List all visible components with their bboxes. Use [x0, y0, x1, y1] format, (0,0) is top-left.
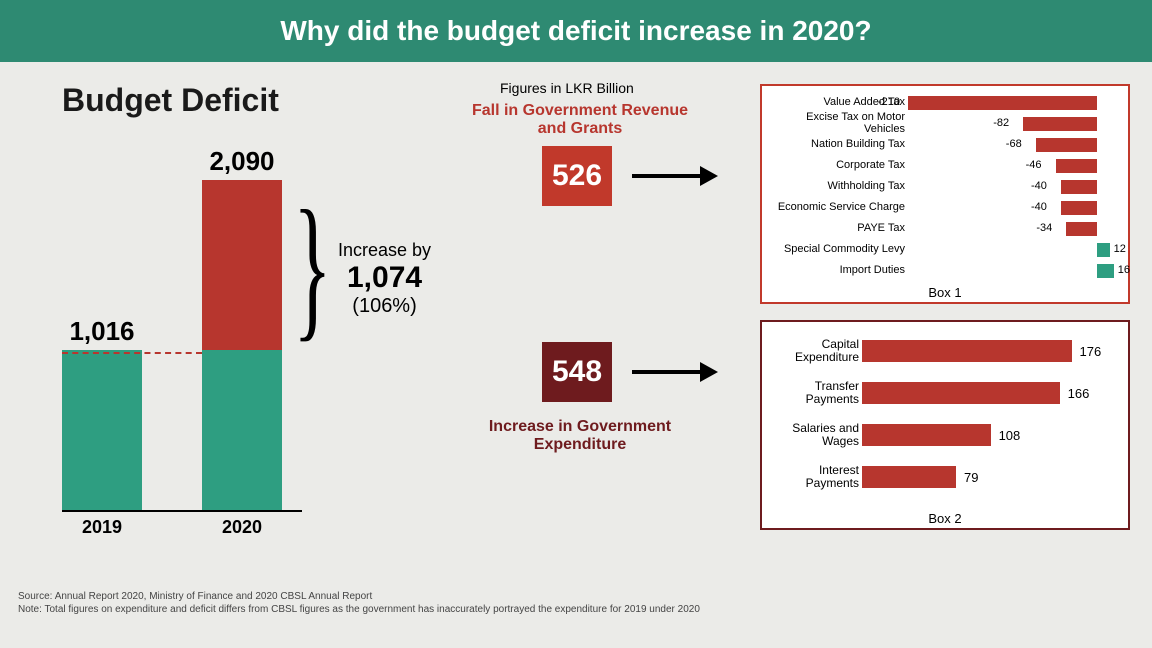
breakdown-row: Nation Building Tax -68	[768, 136, 1134, 154]
breakdown-bar	[1036, 138, 1097, 152]
expenditure-callout-value: 548	[542, 342, 612, 402]
breakdown-label: Interest Payments	[772, 464, 862, 489]
increase-annotation: Increase by 1,074 (106%)	[338, 240, 431, 318]
breakdown-bar	[1056, 159, 1097, 173]
bar-total-value: 1,016	[62, 316, 142, 347]
breakdown-value: -34	[1036, 222, 1052, 234]
figures-note: Figures in LKR Billion	[500, 80, 634, 96]
title-bar: Why did the budget deficit increase in 2…	[0, 0, 1152, 62]
breakdown-row: Withholding Tax -40	[768, 178, 1134, 196]
breakdown-bar	[862, 340, 1072, 362]
breakdown-value: 16	[1118, 264, 1130, 276]
breakdown-track: -68	[908, 138, 1118, 152]
breakdown-bar	[862, 466, 956, 488]
box1-label: Box 1	[762, 285, 1128, 300]
breakdown-value: 166	[1068, 386, 1090, 401]
breakdown-label: Salaries and Wages	[772, 422, 862, 447]
increase-line2: 1,074	[338, 261, 431, 295]
breakdown-bar	[862, 382, 1060, 404]
breakdown-label: Special Commodity Levy	[768, 244, 908, 256]
bar-segment	[202, 180, 282, 350]
breakdown-track: 79	[862, 466, 1112, 488]
breakdown-track: 176	[862, 340, 1112, 362]
breakdown-value: 79	[964, 470, 978, 485]
breakdown-row: Excise Tax on Motor Vehicles -82	[768, 115, 1134, 133]
breakdown-value: -82	[993, 117, 1009, 129]
breakdown-label: Nation Building Tax	[768, 139, 908, 151]
breakdown-track: 166	[862, 382, 1112, 404]
breakdown-track: -40	[908, 180, 1118, 194]
expenditure-breakdown-box: Box 2 Capital Expenditure 176 Transfer Pay…	[760, 320, 1130, 530]
breakdown-row: Corporate Tax -46	[768, 157, 1134, 175]
footer-notes: Source: Annual Report 2020, Ministry of …	[18, 590, 700, 616]
reference-line	[62, 352, 202, 354]
breakdown-bar	[1097, 243, 1110, 257]
breakdown-value: -68	[1006, 138, 1022, 150]
breakdown-bar	[908, 96, 1097, 110]
breakdown-row: Capital Expenditure 176	[772, 336, 1138, 366]
expenditure-callout-title: Increase in Government Expenditure	[450, 418, 710, 454]
bar-year-label: 2019	[62, 517, 142, 538]
breakdown-value: -40	[1031, 201, 1047, 213]
breakdown-value: 108	[999, 428, 1021, 443]
arrow-icon	[628, 158, 718, 194]
breakdown-value: -40	[1031, 180, 1047, 192]
page-title: Why did the budget deficit increase in 2…	[280, 15, 871, 47]
breakdown-track: 108	[862, 424, 1112, 446]
breakdown-bar	[862, 424, 991, 446]
bar-year-label: 2020	[202, 517, 282, 538]
breakdown-track: 16	[908, 264, 1118, 278]
bar-total-value: 2,090	[202, 146, 282, 177]
breakdown-label: Capital Expenditure	[772, 338, 862, 363]
breakdown-track: -210	[908, 96, 1118, 110]
breakdown-label: Excise Tax on Motor Vehicles	[768, 112, 908, 135]
deficit-bar: 2,0902020	[202, 180, 282, 510]
breakdown-bar	[1023, 117, 1097, 131]
bar-segment	[202, 350, 282, 510]
revenue-callout-value: 526	[542, 146, 612, 206]
breakdown-row: Import Duties16	[768, 262, 1134, 280]
increase-line1: Increase by	[338, 240, 431, 261]
breakdown-row: Economic Service Charge -40	[768, 199, 1134, 217]
brace-glyph: }	[293, 194, 331, 338]
breakdown-track: -46	[908, 159, 1118, 173]
breakdown-value: -46	[1026, 159, 1042, 171]
breakdown-row: Interest Payments 79	[772, 462, 1138, 492]
breakdown-row: Special Commodity Levy12	[768, 241, 1134, 259]
breakdown-bar	[1061, 201, 1097, 215]
breakdown-value: 176	[1080, 344, 1102, 359]
breakdown-label: Economic Service Charge	[768, 202, 908, 214]
revenue-breakdown-box: Box 1 Value Added Tax-210Excise Tax on M…	[760, 84, 1130, 304]
chart-baseline	[62, 510, 302, 512]
content-area: Budget Deficit 1,01620192,0902020 } Incr…	[0, 62, 1152, 622]
breakdown-bar	[1066, 222, 1097, 236]
breakdown-row: PAYE Tax -34	[768, 220, 1134, 238]
breakdown-track: -34	[908, 222, 1118, 236]
breakdown-track: -82	[908, 117, 1118, 131]
box2-label: Box 2	[762, 511, 1128, 526]
breakdown-row: Salaries and Wages 108	[772, 420, 1138, 450]
deficit-bar: 1,0162019	[62, 350, 142, 510]
breakdown-row: Value Added Tax-210	[768, 94, 1134, 112]
arrow-icon	[628, 354, 718, 390]
breakdown-value: -210	[878, 96, 900, 108]
breakdown-label: PAYE Tax	[768, 223, 908, 235]
breakdown-label: Corporate Tax	[768, 160, 908, 172]
bar-segment	[62, 350, 142, 510]
breakdown-bar	[1097, 264, 1114, 278]
budget-deficit-chart: 1,01620192,0902020	[62, 132, 302, 542]
breakdown-label: Withholding Tax	[768, 181, 908, 193]
breakdown-track: 12	[908, 243, 1118, 257]
breakdown-track: -40	[908, 201, 1118, 215]
revenue-callout-title: Fall in Government Revenue and Grants	[470, 102, 690, 138]
breakdown-label: Import Duties	[768, 265, 908, 277]
footer-source: Source: Annual Report 2020, Ministry of …	[18, 590, 700, 603]
breakdown-bar	[1061, 180, 1097, 194]
increase-line3: (106%)	[338, 295, 431, 318]
breakdown-value: 12	[1114, 243, 1126, 255]
breakdown-label: Transfer Payments	[772, 380, 862, 405]
breakdown-row: Transfer Payments 166	[772, 378, 1138, 408]
left-chart-title: Budget Deficit	[62, 82, 279, 119]
footer-note: Note: Total figures on expenditure and d…	[18, 603, 700, 616]
